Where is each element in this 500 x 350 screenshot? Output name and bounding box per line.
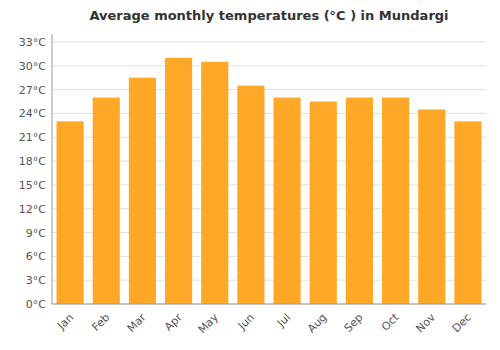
x-tick-label: Jan — [54, 311, 76, 333]
x-tick-label: Oct — [379, 310, 402, 333]
bar — [310, 102, 337, 305]
x-tick-label: Jul — [274, 311, 293, 330]
grid-line — [52, 65, 486, 66]
y-tick-label: 33°C — [19, 36, 46, 49]
bar — [93, 98, 120, 304]
y-tick-label: 6°C — [26, 250, 46, 263]
y-tick-label: 3°C — [26, 274, 46, 287]
x-tick-label: May — [196, 311, 222, 337]
bar — [346, 98, 373, 304]
chart: Average monthly temperatures (°C ) in Mu… — [0, 0, 500, 350]
grid-line — [52, 41, 486, 42]
bar — [237, 86, 264, 304]
y-tick-label: 18°C — [19, 155, 46, 168]
bars — [57, 58, 482, 304]
grid-line — [52, 89, 486, 90]
bar — [57, 121, 84, 304]
bar — [454, 121, 481, 304]
bar — [201, 62, 228, 304]
x-tick-label: Dec — [450, 311, 474, 335]
chart-container: Average monthly temperatures (°C ) in Mu… — [0, 0, 500, 350]
x-tick-label: Aug — [305, 311, 329, 335]
grid — [52, 42, 486, 304]
title: Average monthly temperatures (°C ) in Mu… — [89, 8, 448, 23]
grid-line — [52, 304, 486, 305]
y-tick-label: 21°C — [19, 131, 46, 144]
x-tick-label: Nov — [413, 311, 438, 336]
y-axis-line — [52, 34, 53, 304]
bar — [165, 58, 192, 304]
x-tick-label: Jun — [235, 311, 257, 333]
y-tick-label: 9°C — [26, 227, 46, 240]
x-tick-label: Apr — [162, 311, 185, 334]
y-tick-label: 30°C — [19, 60, 46, 73]
y-tick-label: 24°C — [19, 107, 46, 120]
y-tick-label: 27°C — [19, 84, 46, 97]
bar — [129, 78, 156, 304]
x-tick-label: Mar — [125, 311, 149, 335]
y-tick-label: 15°C — [19, 179, 46, 192]
y-tick-label: 0°C — [26, 298, 46, 311]
x-axis-line — [52, 304, 486, 305]
bar — [274, 98, 301, 304]
x-tick-label: Feb — [89, 311, 112, 334]
y-tick-label: 12°C — [19, 203, 46, 216]
x-tick-label: Sep — [342, 311, 366, 335]
bar — [382, 98, 409, 304]
bar — [418, 109, 445, 304]
